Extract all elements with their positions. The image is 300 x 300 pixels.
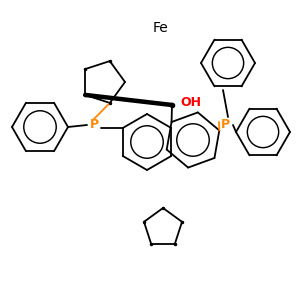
Text: P: P [220,118,230,131]
Text: P: P [89,118,99,131]
Text: OH: OH [180,95,201,109]
Text: Fe: Fe [152,21,168,35]
